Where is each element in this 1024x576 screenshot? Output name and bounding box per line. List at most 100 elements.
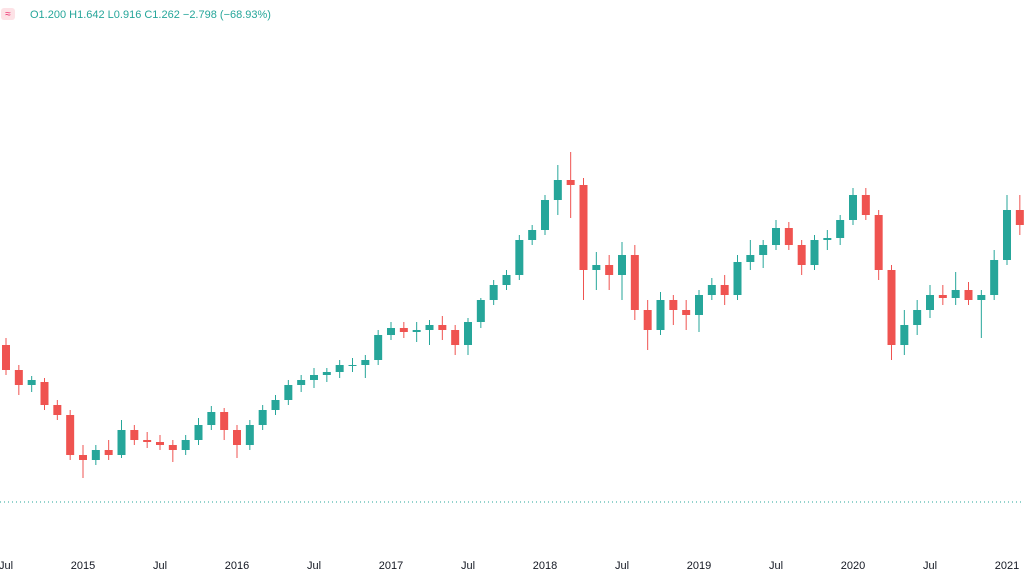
candle-body [258, 410, 267, 425]
candle-body [926, 295, 934, 310]
series-icon[interactable] [1, 8, 15, 20]
candle-body [990, 260, 999, 295]
candle-body [553, 180, 562, 200]
candle-body [438, 325, 447, 330]
x-tick-label: 2017 [379, 560, 403, 572]
candle-body [117, 430, 126, 455]
candle-body [579, 185, 588, 270]
candle-body [823, 238, 832, 240]
x-tick-label: 2020 [841, 560, 865, 572]
candle-body [541, 200, 549, 230]
candle-body [194, 425, 203, 440]
candle-body [810, 240, 819, 265]
candle-body [733, 262, 742, 295]
candle-body [361, 360, 370, 365]
candle-body [91, 450, 100, 460]
x-tick-label: Jul [307, 560, 321, 572]
candle-body [27, 380, 36, 385]
candle-body [40, 382, 49, 405]
candle-body [977, 295, 986, 300]
candle-body [220, 412, 229, 430]
candle-body [682, 310, 691, 315]
candle-body [399, 328, 408, 332]
candle-body [297, 380, 306, 385]
candle-body [412, 330, 421, 332]
x-tick-label: Jul [153, 560, 167, 572]
candle-body [284, 385, 293, 400]
candle-body [784, 228, 793, 245]
candle-body [772, 228, 780, 245]
x-tick-label: Jul [0, 560, 13, 572]
candle-body [335, 365, 344, 372]
candle-body [348, 365, 357, 366]
candle-body [707, 285, 716, 295]
candle-body [374, 335, 383, 360]
candle-body [759, 245, 768, 255]
candle-body [1003, 210, 1011, 260]
candle-body [643, 310, 652, 330]
x-tick-label: 2018 [533, 560, 557, 572]
candle-body [515, 240, 524, 275]
candle-body [181, 440, 190, 450]
candle-body [271, 400, 280, 410]
candle-body [695, 295, 703, 315]
candle-body [387, 328, 395, 335]
candle-body [605, 265, 614, 275]
x-tick-label: 2021 [995, 560, 1019, 572]
candle-body [836, 220, 845, 238]
candle-body [964, 290, 973, 300]
candle-body [489, 285, 498, 300]
candle-body [592, 265, 601, 270]
candle-body [143, 440, 152, 442]
candle-body [566, 180, 575, 185]
candle-body [130, 430, 139, 440]
candle-body [887, 270, 896, 345]
x-tick-label: Jul [615, 560, 629, 572]
candle-body [797, 245, 806, 265]
candle-body [310, 375, 318, 380]
candle-body [464, 322, 472, 345]
candle-body [938, 295, 947, 298]
candle-body [14, 370, 23, 385]
candle-body [476, 300, 485, 322]
candle-body [207, 412, 216, 425]
candle-body [849, 195, 857, 220]
candle-body [66, 415, 75, 455]
candle-body [630, 255, 639, 310]
x-tick-label: Jul [769, 560, 783, 572]
candle-body [618, 255, 626, 275]
candle-body [900, 325, 909, 345]
candle-body [79, 455, 87, 460]
candle-body [104, 450, 113, 455]
candle-body [720, 285, 729, 295]
candle-body [874, 215, 883, 270]
candle-body [425, 325, 434, 330]
x-tick-label: 2015 [71, 560, 95, 572]
candle-body [1015, 210, 1024, 225]
x-tick-label: 2019 [687, 560, 711, 572]
candle-body [913, 310, 922, 325]
candle-body [746, 255, 755, 262]
candle-body [2, 345, 10, 370]
candle-body [322, 372, 331, 375]
candle-body [233, 430, 241, 445]
candle-body [451, 330, 460, 345]
x-tick-label: 2016 [225, 560, 249, 572]
candle-body [861, 195, 870, 215]
candle-body [528, 230, 537, 240]
x-tick-label: Jul [923, 560, 937, 572]
candle-body [502, 275, 511, 285]
candle-body [951, 290, 960, 298]
candle-body [656, 300, 665, 330]
candle-body [53, 405, 62, 415]
candle-body [245, 425, 254, 445]
x-tick-label: Jul [461, 560, 475, 572]
ohlc-legend: O1.200 H1.642 L0.916 C1.262 −2.798 (−68.… [30, 9, 271, 21]
candle-body [669, 300, 678, 310]
candle-body [156, 442, 164, 445]
candle-body [168, 445, 177, 450]
series-icon-glyph: ≈ [5, 9, 11, 20]
